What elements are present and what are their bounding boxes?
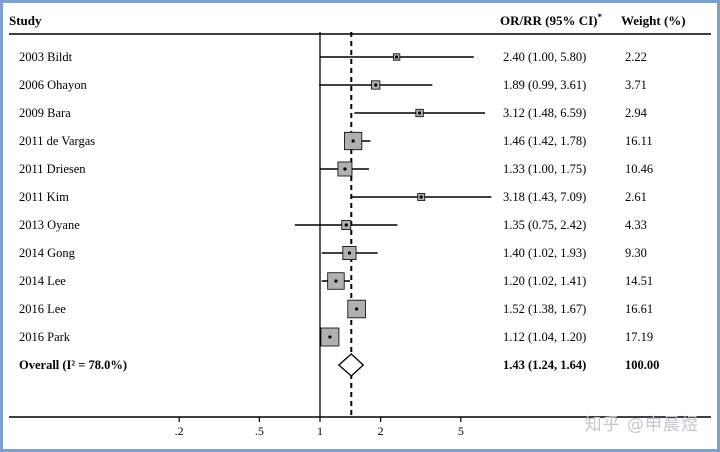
ci-text: 1.40 (1.02, 1.93) — [503, 246, 586, 260]
header-effect: OR/RR (95% CI)* — [500, 12, 603, 28]
x-tick-label: 2 — [378, 424, 384, 438]
weight-text: 17.19 — [625, 330, 653, 344]
ci-text: 3.18 (1.43, 7.09) — [503, 190, 586, 204]
study-label: 2014 Gong — [19, 246, 76, 260]
weight-text: 16.61 — [625, 302, 653, 316]
study-row: 2011 Driesen 1.33 (1.00, 1.75) 10.46 — [19, 161, 653, 177]
x-tick-label: .5 — [255, 424, 264, 438]
point-estimate — [417, 111, 422, 115]
point-estimate — [419, 195, 423, 199]
weight-text: 2.22 — [625, 50, 647, 64]
study-label: 2011 Driesen — [19, 162, 86, 176]
point-estimate — [328, 335, 332, 339]
study-label: 2016 Park — [19, 330, 71, 344]
study-row: 2014 Gong 1.40 (1.02, 1.93) 9.30 — [19, 245, 647, 261]
study-row: 2003 Bildt 2.40 (1.00, 5.80) 2.22 — [19, 50, 647, 64]
study-rows: 2003 Bildt 2.40 (1.00, 5.80) 2.22 2006 Ohay… — [19, 50, 653, 347]
header-row: Study OR/RR (95% CI)* Weight (%) — [9, 12, 686, 28]
point-estimate — [334, 279, 338, 283]
x-tick-label: 1 — [317, 424, 323, 438]
overall-weight-text: 100.00 — [625, 358, 659, 372]
study-label: 2014 Lee — [19, 274, 66, 288]
ci-text: 1.52 (1.38, 1.67) — [503, 302, 586, 316]
ci-text: 1.33 (1.00, 1.75) — [503, 162, 586, 176]
point-estimate — [355, 307, 359, 311]
point-estimate — [395, 55, 399, 59]
study-row: 2013 Oyane 1.35 (0.75, 2.42) 4.33 — [19, 218, 647, 232]
ci-text: 1.46 (1.42, 1.78) — [503, 134, 586, 148]
weight-text: 3.71 — [625, 78, 647, 92]
study-row: 2009 Bara 3.12 (1.48, 6.59) 2.94 — [19, 106, 648, 120]
ci-text: 2.40 (1.00, 5.80) — [503, 50, 586, 64]
point-estimate — [351, 139, 355, 143]
overall-row: Overall (I² = 78.0%) 1.43 (1.24, 1.64) 100… — [19, 353, 659, 377]
overall-diamond — [337, 353, 365, 377]
rules — [9, 33, 711, 418]
ci-text: 3.12 (1.48, 6.59) — [503, 106, 586, 120]
weight-text: 9.30 — [625, 246, 647, 260]
weight-text: 4.33 — [625, 218, 647, 232]
x-tick-label: 5 — [458, 424, 464, 438]
header-study: Study — [9, 13, 42, 28]
ci-text: 1.89 (0.99, 3.61) — [503, 78, 586, 92]
forest-plot: Study OR/RR (95% CI)* Weight (%) 2003 Bi… — [9, 12, 711, 438]
study-row: 2011 Kim 3.18 (1.43, 7.09) 2.61 — [19, 190, 647, 204]
point-estimate — [374, 83, 378, 87]
ci-text: 1.12 (1.04, 1.20) — [503, 330, 586, 344]
overall-label: Overall (I² = 78.0%) — [19, 358, 127, 372]
study-row: 2016 Park 1.12 (1.04, 1.20) 17.19 — [19, 327, 653, 347]
study-row: 2011 de Vargas 1.46 (1.42, 1.78) 16.11 — [19, 131, 653, 151]
study-row: 2014 Lee 1.20 (1.02, 1.41) 14.51 — [19, 272, 653, 290]
ci-text: 1.20 (1.02, 1.41) — [503, 274, 586, 288]
weight-text: 2.61 — [625, 190, 647, 204]
study-label: 2013 Oyane — [19, 218, 80, 232]
study-label: 2009 Bara — [19, 106, 71, 120]
weight-text: 14.51 — [625, 274, 653, 288]
weight-text: 10.46 — [625, 162, 653, 176]
study-label: 2006 Ohayon — [19, 78, 87, 92]
point-estimate — [343, 167, 347, 171]
header-effect-sup: * — [598, 12, 603, 22]
watermark: 知乎 @申晨煜 — [584, 415, 699, 435]
x-tick-label: .2 — [175, 424, 184, 438]
study-label: 2016 Lee — [19, 302, 66, 316]
header-effect-text: OR/RR (95% CI) — [500, 13, 598, 28]
study-row: 2016 Lee 1.52 (1.38, 1.67) 16.61 — [19, 299, 653, 319]
study-label: 2011 Kim — [19, 190, 69, 204]
overall-ci-text: 1.43 (1.24, 1.64) — [503, 358, 586, 372]
weight-text: 16.11 — [625, 134, 653, 148]
ci-text: 1.35 (0.75, 2.42) — [503, 218, 586, 232]
study-row: 2006 Ohayon 1.89 (0.99, 3.61) 3.71 — [19, 78, 647, 92]
point-estimate — [344, 223, 348, 227]
point-estimate — [347, 251, 352, 255]
header-weight: Weight (%) — [621, 13, 686, 28]
x-axis: .2 .5 1 2 5 — [175, 417, 464, 438]
study-label: 2003 Bildt — [19, 50, 73, 64]
weight-text: 2.94 — [625, 106, 648, 120]
study-label: 2011 de Vargas — [19, 134, 95, 148]
